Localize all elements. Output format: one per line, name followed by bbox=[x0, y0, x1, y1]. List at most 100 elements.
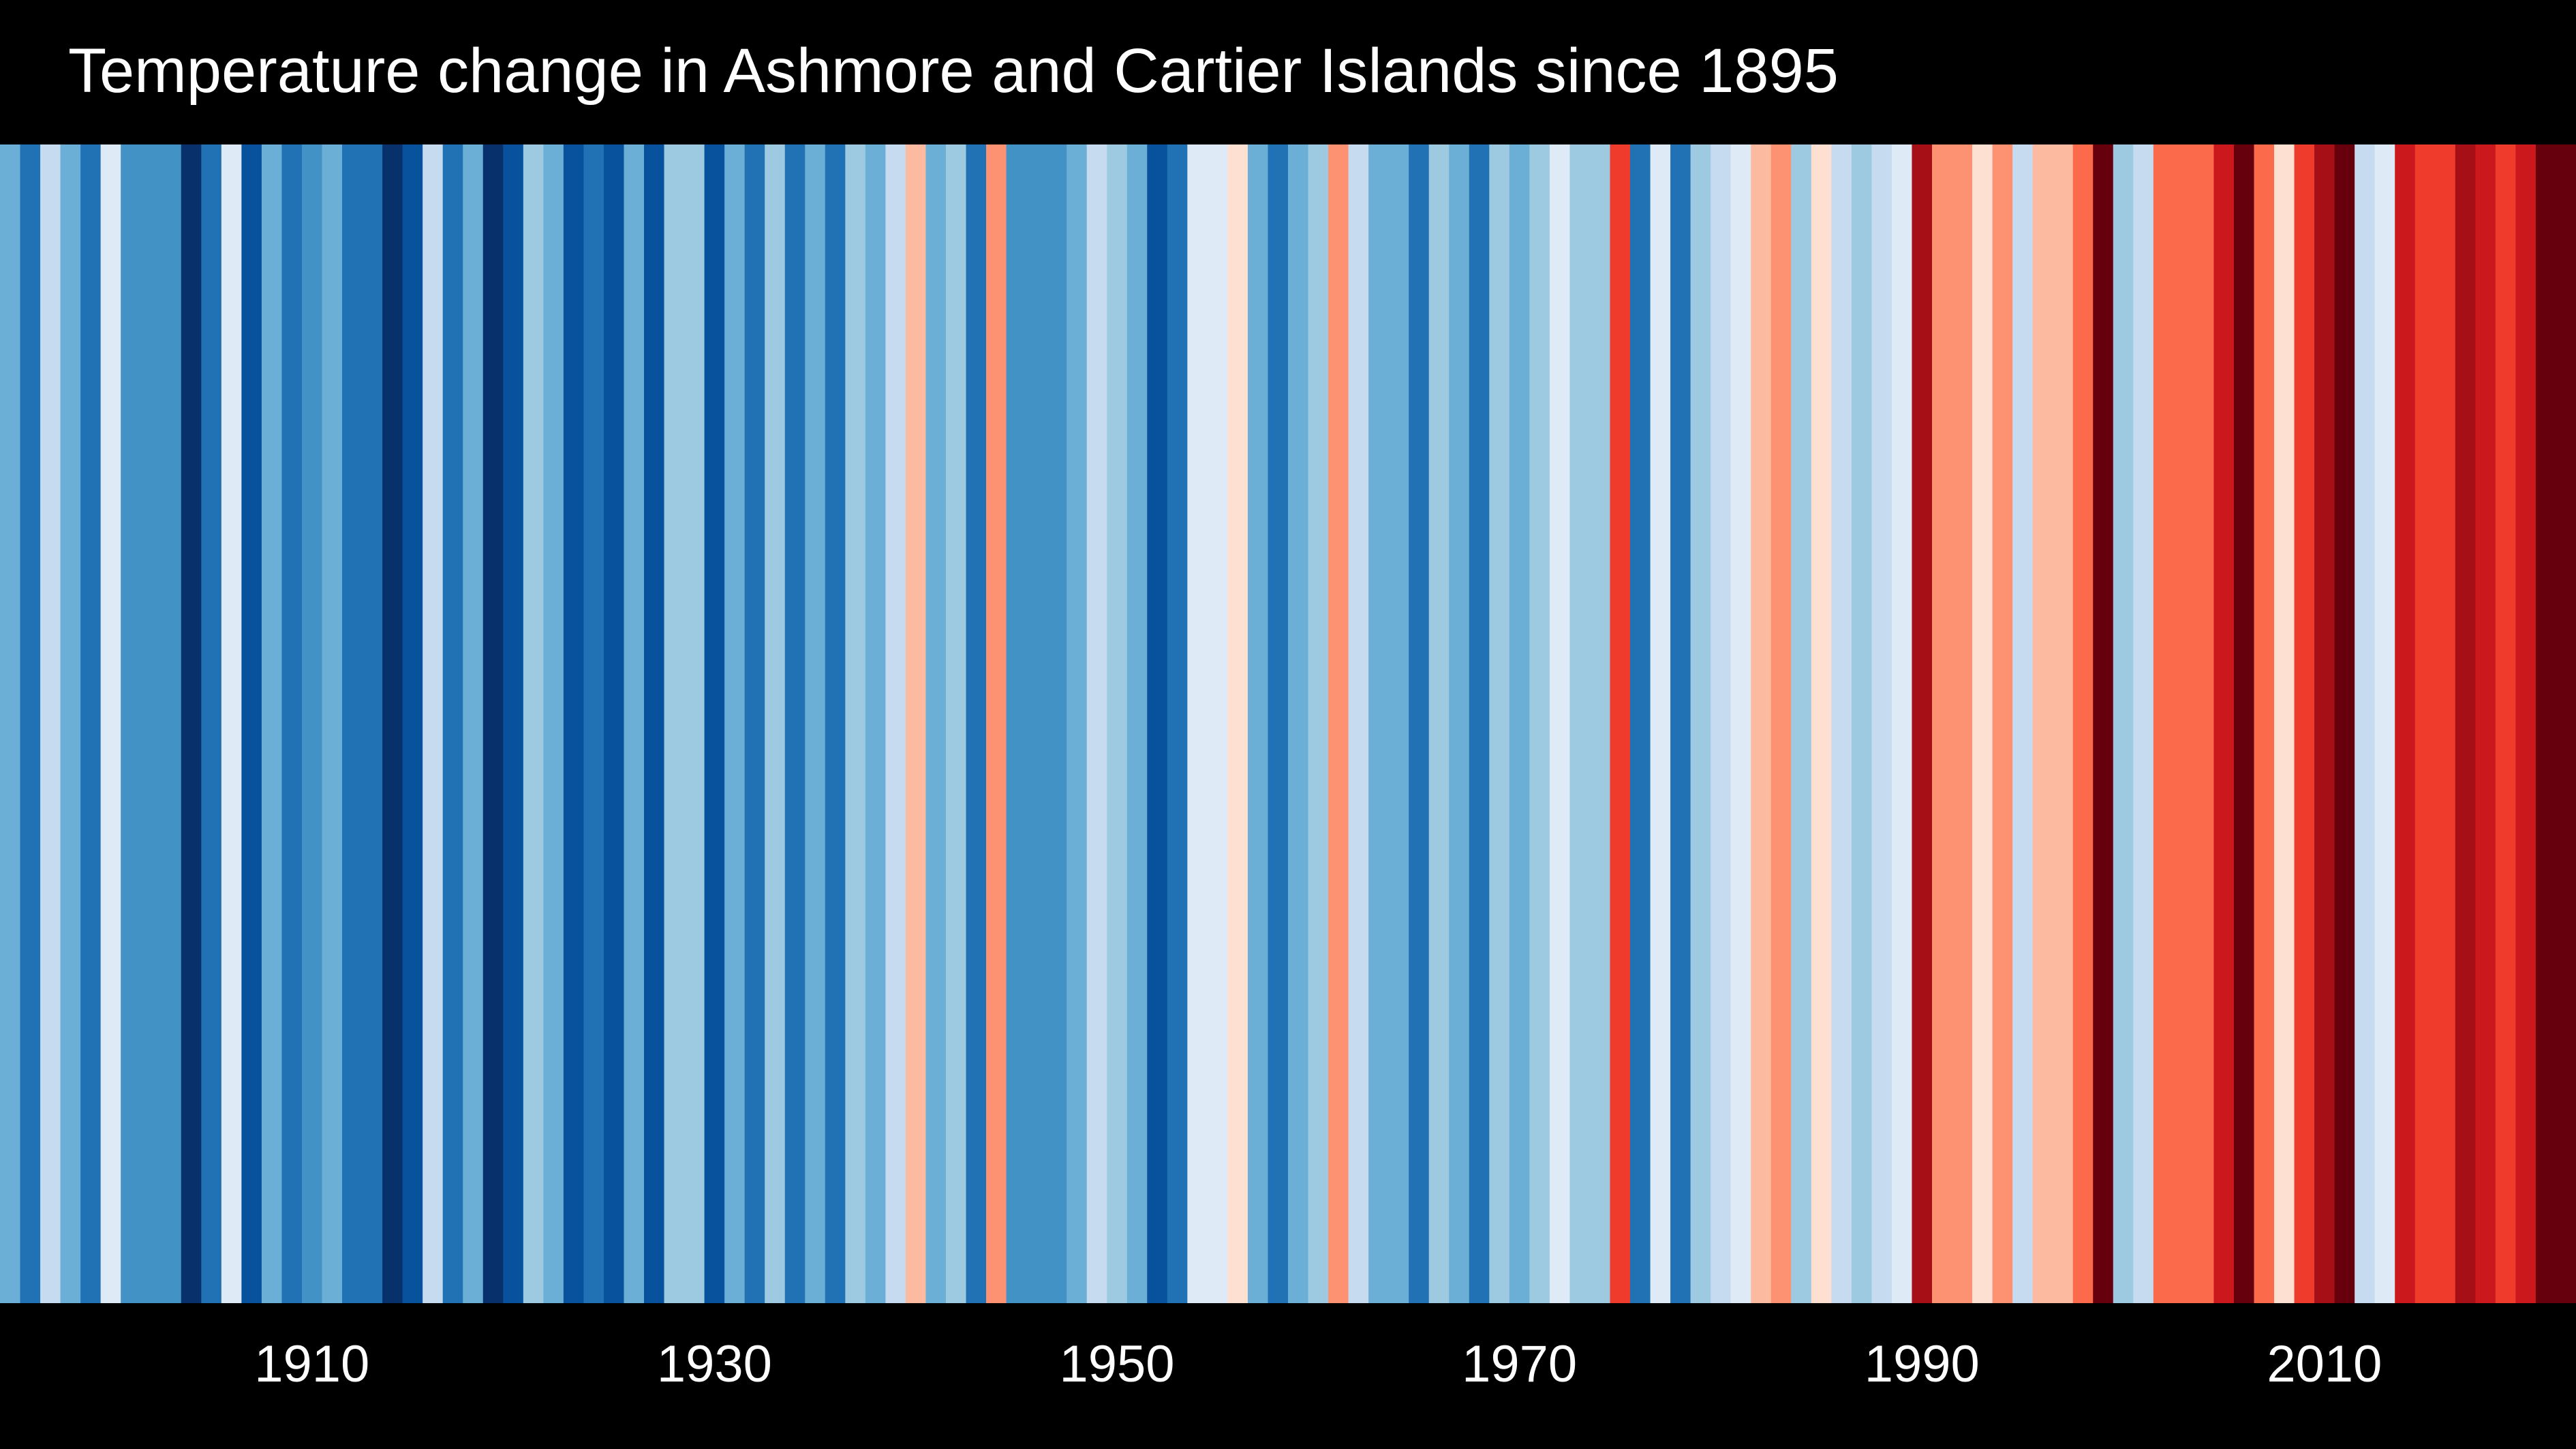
stripe-2006 bbox=[2233, 144, 2255, 1303]
stripe-1929 bbox=[684, 144, 705, 1303]
stripe-1961 bbox=[1328, 144, 1349, 1303]
stripe-2009 bbox=[2294, 144, 2315, 1303]
stripe-1978 bbox=[1670, 144, 1691, 1303]
stripe-2020 bbox=[2515, 144, 2536, 1303]
stripe-2017 bbox=[2455, 144, 2476, 1303]
stripe-2021 bbox=[2535, 144, 2557, 1303]
stripe-1931 bbox=[724, 144, 746, 1303]
stripe-1952 bbox=[1147, 144, 1168, 1303]
stripe-1994 bbox=[1992, 144, 2013, 1303]
x-tick-label: 1950 bbox=[1059, 1335, 1174, 1393]
stripe-1922 bbox=[543, 144, 564, 1303]
stripe-1968 bbox=[1469, 144, 1490, 1303]
stripe-1906 bbox=[221, 144, 242, 1303]
stripe-1941 bbox=[925, 144, 947, 1303]
stripe-1927 bbox=[644, 144, 665, 1303]
stripe-1915 bbox=[402, 144, 423, 1303]
stripe-1989 bbox=[1891, 144, 1913, 1303]
stripe-1982 bbox=[1751, 144, 1772, 1303]
stripe-1944 bbox=[986, 144, 1007, 1303]
stripe-1926 bbox=[624, 144, 645, 1303]
stripe-1976 bbox=[1630, 144, 1651, 1303]
stripe-1899 bbox=[80, 144, 102, 1303]
stripe-1919 bbox=[482, 144, 504, 1303]
stripe-1971 bbox=[1529, 144, 1550, 1303]
stripe-1938 bbox=[865, 144, 886, 1303]
stripe-2015 bbox=[2414, 144, 2436, 1303]
stripe-1959 bbox=[1288, 144, 1309, 1303]
stripe-1963 bbox=[1368, 144, 1390, 1303]
stripe-2003 bbox=[2173, 144, 2194, 1303]
stripe-1951 bbox=[1126, 144, 1148, 1303]
stripe-1912 bbox=[342, 144, 363, 1303]
stripe-1936 bbox=[825, 144, 846, 1303]
stripe-1967 bbox=[1449, 144, 1470, 1303]
stripe-1903 bbox=[161, 144, 182, 1303]
stripe-1953 bbox=[1167, 144, 1188, 1303]
stripe-1950 bbox=[1107, 144, 1128, 1303]
stripe-1905 bbox=[201, 144, 222, 1303]
stripe-1954 bbox=[1187, 144, 1208, 1303]
stripe-1972 bbox=[1549, 144, 1571, 1303]
stripe-2010 bbox=[2314, 144, 2335, 1303]
stripe-1913 bbox=[362, 144, 383, 1303]
stripe-1973 bbox=[1569, 144, 1591, 1303]
stripe-1969 bbox=[1489, 144, 1510, 1303]
stripe-1942 bbox=[945, 144, 967, 1303]
stripe-2001 bbox=[2133, 144, 2154, 1303]
chart-title: Temperature change in Ashmore and Cartie… bbox=[68, 36, 1839, 106]
x-tick-label: 1970 bbox=[1462, 1335, 1577, 1393]
stripe-1917 bbox=[442, 144, 463, 1303]
stripe-1979 bbox=[1690, 144, 1711, 1303]
stripe-1990 bbox=[1912, 144, 1933, 1303]
x-tick-label: 1930 bbox=[657, 1335, 772, 1393]
stripe-1897 bbox=[40, 144, 61, 1303]
stripe-2000 bbox=[2113, 144, 2134, 1303]
stripe-1902 bbox=[140, 144, 162, 1303]
stripe-1911 bbox=[322, 144, 343, 1303]
stripe-1937 bbox=[845, 144, 866, 1303]
stripe-1981 bbox=[1730, 144, 1751, 1303]
stripe-2012 bbox=[2355, 144, 2376, 1303]
stripe-1980 bbox=[1711, 144, 1732, 1303]
stripe-1920 bbox=[503, 144, 524, 1303]
stripe-1932 bbox=[744, 144, 765, 1303]
stripe-1965 bbox=[1409, 144, 1430, 1303]
stripe-2005 bbox=[2213, 144, 2235, 1303]
stripe-1895 bbox=[0, 144, 21, 1303]
stripe-1898 bbox=[60, 144, 81, 1303]
stripe-2016 bbox=[2435, 144, 2456, 1303]
stripe-2019 bbox=[2495, 144, 2517, 1303]
stripe-1916 bbox=[423, 144, 444, 1303]
stripe-1925 bbox=[603, 144, 625, 1303]
stripe-1977 bbox=[1650, 144, 1671, 1303]
stripe-1947 bbox=[1046, 144, 1067, 1303]
warming-stripes bbox=[0, 144, 2576, 1303]
stripe-1962 bbox=[1348, 144, 1369, 1303]
stripe-2004 bbox=[2193, 144, 2215, 1303]
stripe-1923 bbox=[563, 144, 585, 1303]
stripe-1909 bbox=[281, 144, 303, 1303]
stripe-1930 bbox=[704, 144, 725, 1303]
stripe-1970 bbox=[1509, 144, 1530, 1303]
x-axis: 1910 1930 1950 1970 1990 2010 bbox=[254, 1335, 2382, 1393]
stripe-1914 bbox=[382, 144, 403, 1303]
stripe-1940 bbox=[905, 144, 927, 1303]
stripe-1984 bbox=[1791, 144, 1812, 1303]
stripe-1928 bbox=[664, 144, 685, 1303]
stripe-1946 bbox=[1026, 144, 1047, 1303]
stripe-1907 bbox=[241, 144, 262, 1303]
x-tick-label: 1990 bbox=[1865, 1335, 1980, 1393]
stripe-2011 bbox=[2334, 144, 2355, 1303]
stripe-2022 bbox=[2556, 144, 2576, 1303]
stripe-1910 bbox=[301, 144, 323, 1303]
stripe-1985 bbox=[1811, 144, 1832, 1303]
stripe-2007 bbox=[2254, 144, 2275, 1303]
stripe-1904 bbox=[181, 144, 202, 1303]
x-tick-label: 1910 bbox=[254, 1335, 369, 1393]
stripe-1955 bbox=[1207, 144, 1229, 1303]
stripe-2013 bbox=[2374, 144, 2395, 1303]
stripe-1896 bbox=[20, 144, 41, 1303]
stripe-1901 bbox=[121, 144, 142, 1303]
stripe-1943 bbox=[966, 144, 987, 1303]
